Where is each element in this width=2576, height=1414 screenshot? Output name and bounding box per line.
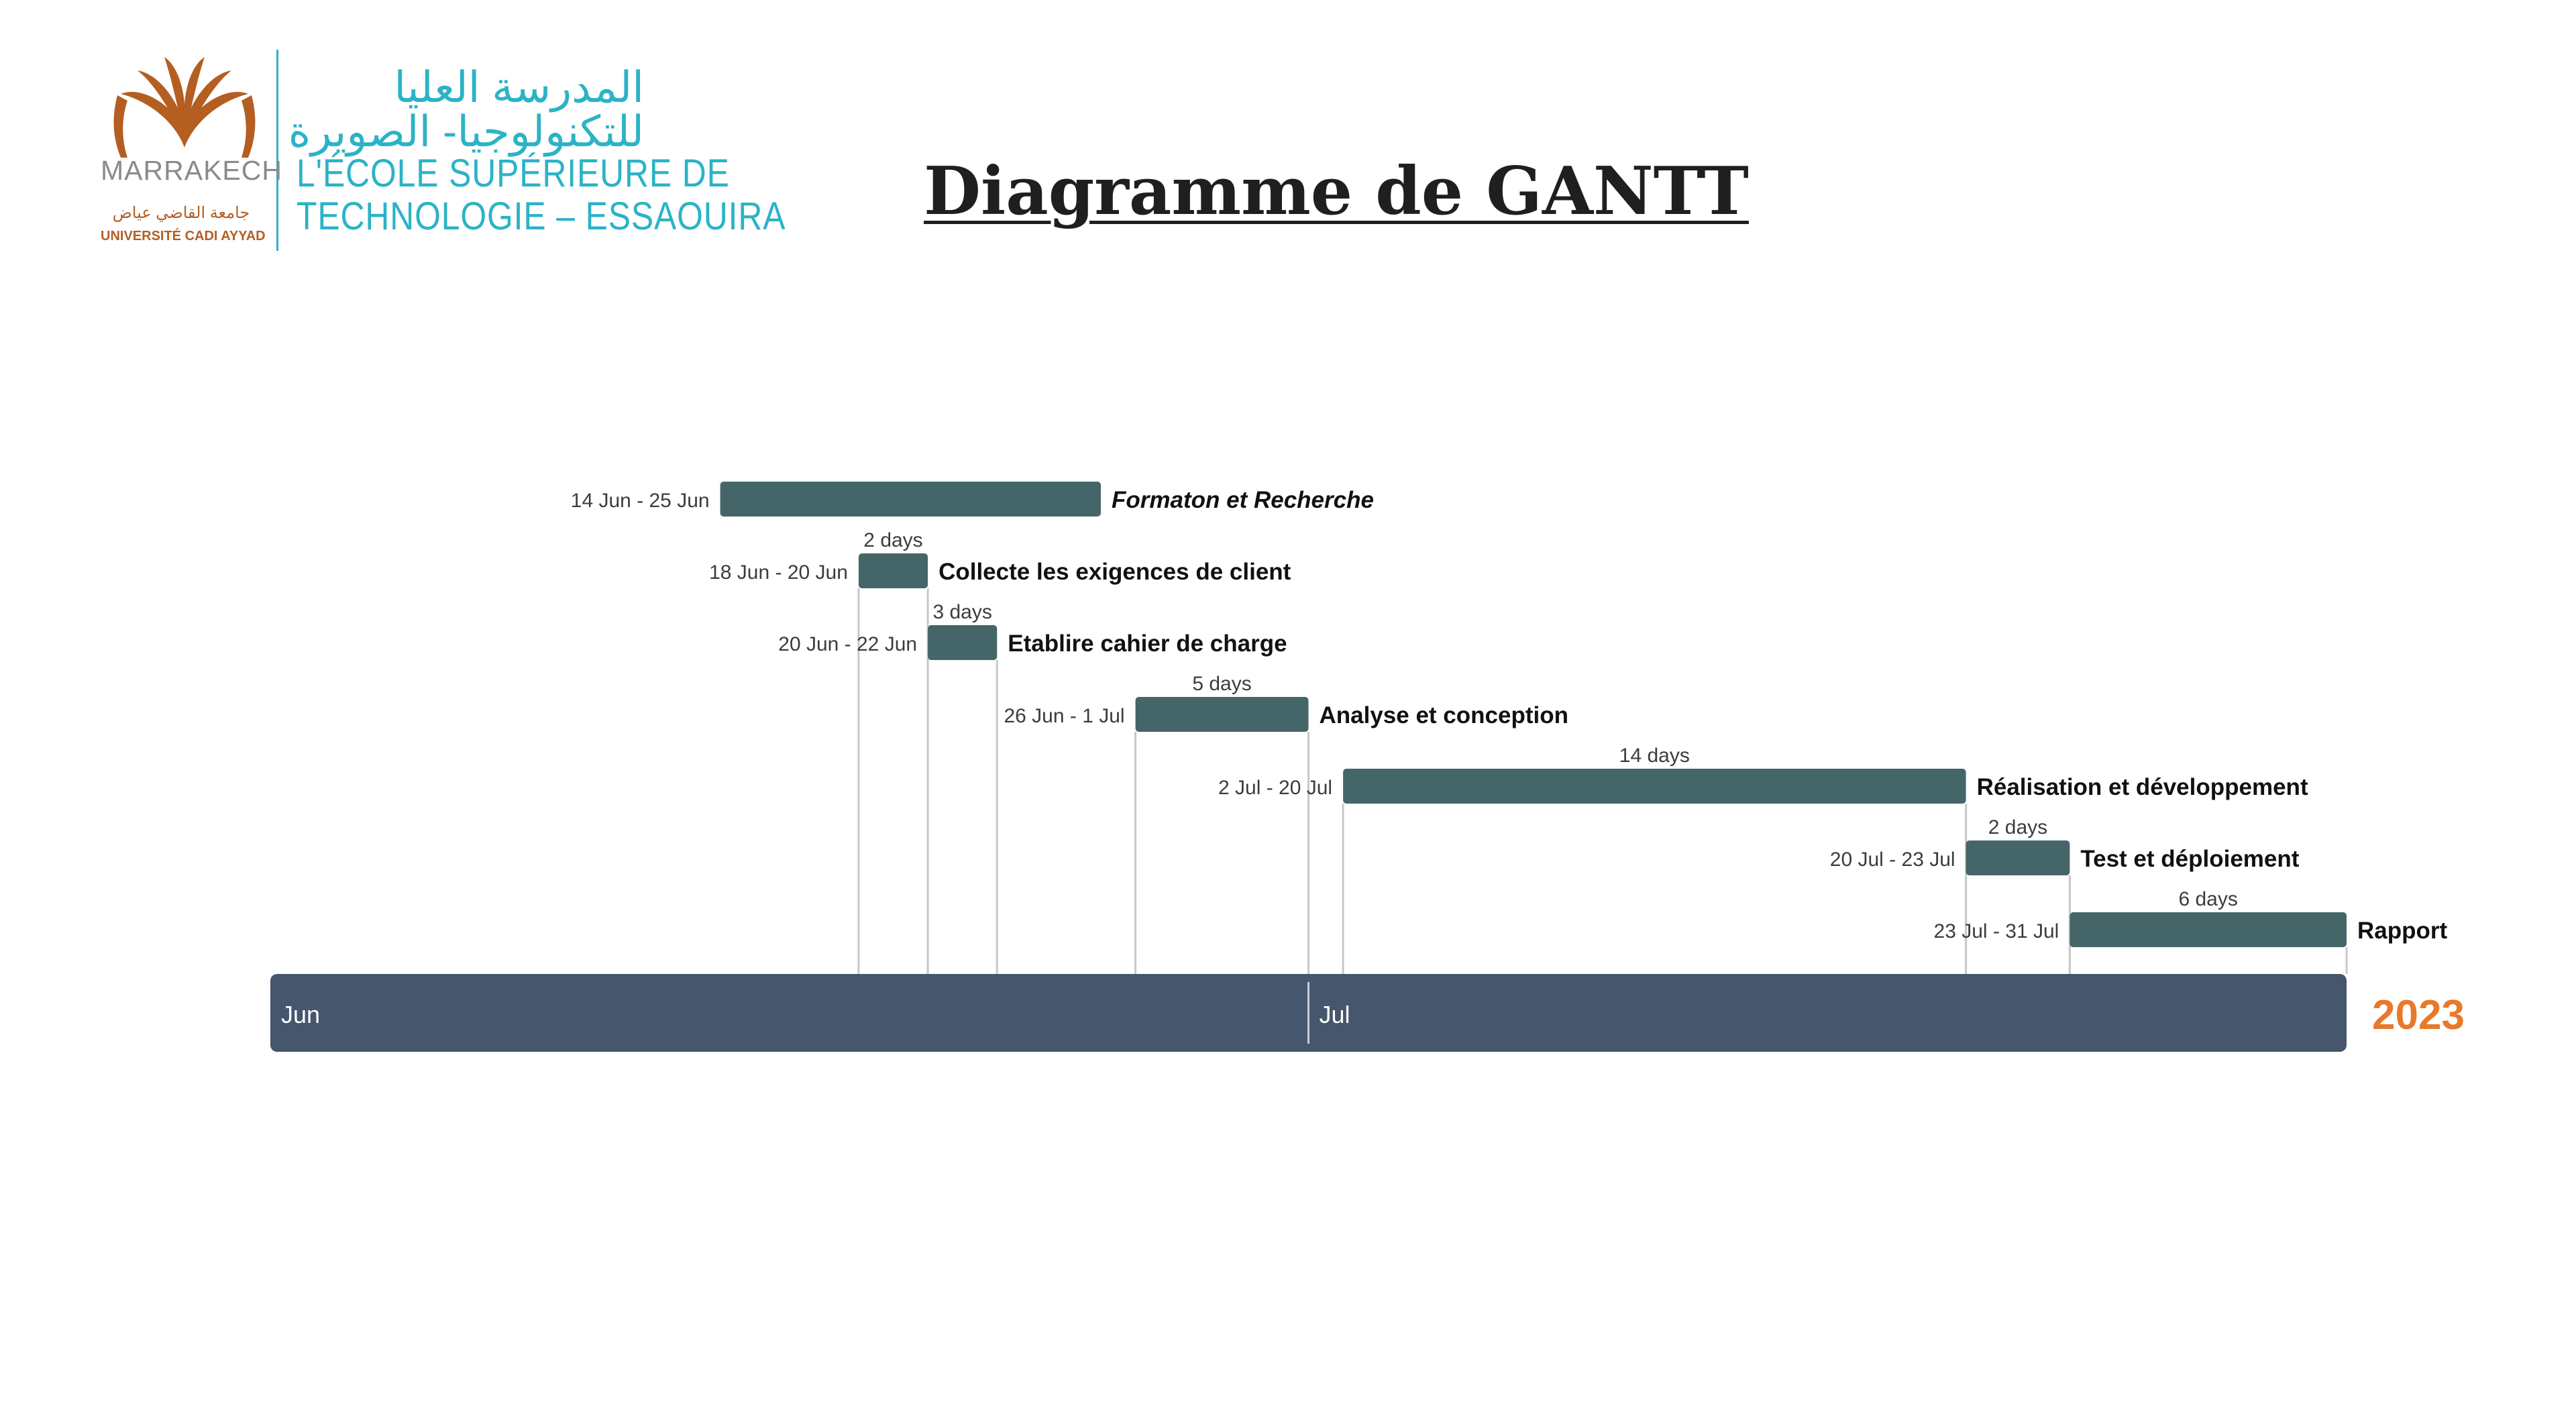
page-title: Diagramme de GANTT [924,153,1749,230]
task-name: Test et déploiement [2080,846,2299,872]
logo-divider [276,50,278,251]
task-bar [1135,697,1309,732]
task-duration: 14 days [1619,745,1690,767]
task-bar [1966,840,2070,875]
task-date-range: 20 Jun - 22 Jun [778,633,917,655]
school-logo: المدرسة العليا للتكنولوجيا- الصويرة L'ÉC… [101,47,786,255]
task-duration: 5 days [1192,673,1251,695]
task-date-range: 26 Jun - 1 Jul [1004,705,1124,727]
year-label: 2023 [2372,992,2465,1038]
palm-crown-logo-icon [113,57,256,158]
logo-arabic-line1: المدرسة العليا [394,63,644,111]
task-date-range: 18 Jun - 20 Jun [709,561,848,584]
task-bar [2070,912,2347,947]
task-bar [858,553,928,588]
task-name: Analyse et conception [1320,702,1568,728]
task-date-range: 14 Jun - 25 Jun [571,490,710,512]
logo-french-line1: L'ÉCOLE SUPÉRIEURE DE [297,152,730,195]
task-date-range: 2 Jul - 20 Jul [1218,777,1332,799]
task-bar [720,482,1101,516]
task-duration: 6 days [2178,888,2237,910]
logo-french-line2: TECHNOLOGIE – ESSAOUIRA [297,195,786,238]
logo-university-arabic: جامعة القاضي عياض [112,204,250,222]
task-duration: 2 days [1988,816,2047,838]
task-name: Rapport [2357,918,2448,944]
logo-university-french: UNIVERSITÉ CADI AYYAD [101,229,266,243]
month-label: Jul [1320,1001,1350,1028]
logo-city: MARRAKECH [101,155,282,186]
task-name: Etablire cahier de charge [1008,631,1287,657]
task-name: Réalisation et développement [1977,774,2308,800]
page-title-container: Diagramme de GANTT [0,153,2576,230]
task-name: Formaton et Recherche [1112,487,1374,513]
task-date-range: 23 Jul - 31 Jul [1934,920,2059,942]
task-name: Collecte les exigences de client [938,559,1291,585]
task-duration: 3 days [932,601,991,623]
task-bar [1343,769,1966,804]
task-duration: 2 days [863,529,922,551]
month-label: Jun [281,1001,320,1028]
task-bar [928,625,998,660]
task-date-range: 20 Jul - 23 Jul [1830,849,1955,871]
logo-arabic-line2: للتكنولوجيا- الصويرة [288,107,644,156]
